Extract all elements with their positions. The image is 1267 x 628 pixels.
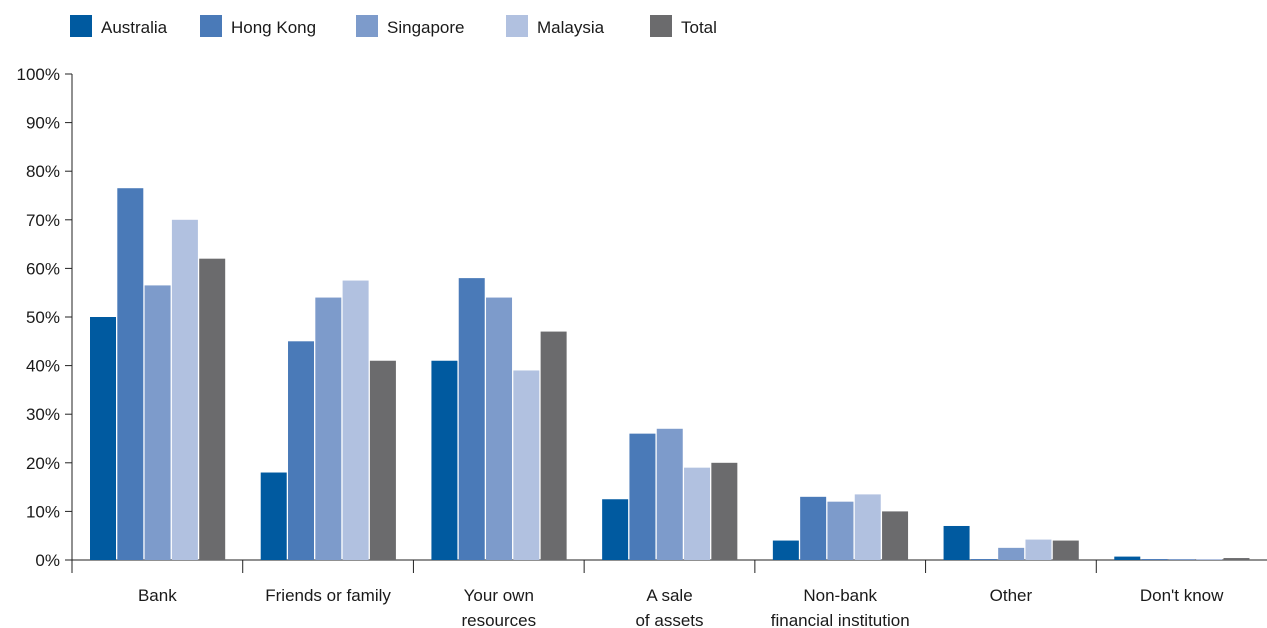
bar-australia-a-sale-of-assets: [602, 499, 629, 560]
legend-item-hong-kong: Hong Kong: [200, 15, 316, 37]
x-category-label-line: Your own: [464, 586, 534, 605]
y-tick-label: 40%: [26, 357, 60, 376]
bar-malaysia-friends-or-family: [342, 280, 369, 560]
y-tick-label: 20%: [26, 454, 60, 473]
bar-hong-kong-don-t-know: [1141, 559, 1168, 560]
bar-total-a-sale-of-assets: [711, 462, 738, 560]
y-tick-label: 90%: [26, 114, 60, 133]
bar-singapore-a-sale-of-assets: [656, 428, 683, 560]
legend-label: Singapore: [387, 18, 465, 37]
legend-label: Hong Kong: [231, 18, 316, 37]
bar-hong-kong-a-sale-of-assets: [629, 433, 656, 560]
bar-australia-friends-or-family: [260, 472, 287, 560]
bar-australia-bank: [90, 317, 116, 560]
x-category-label: Bank: [138, 586, 177, 605]
bar-hong-kong-other: [970, 559, 997, 560]
bar-total-your-own-resources: [540, 331, 567, 560]
y-tick-label: 10%: [26, 502, 60, 521]
bar-singapore-your-own-resources: [486, 297, 513, 560]
x-category-label-line: resources: [461, 611, 536, 628]
bar-malaysia-don-t-know: [1196, 559, 1223, 560]
legend-item-singapore: Singapore: [356, 15, 465, 37]
bars: [90, 188, 1250, 561]
x-category-label: A sale of assets: [635, 586, 703, 628]
bar-singapore-bank: [144, 285, 171, 560]
bar-singapore-friends-or-family: [315, 297, 342, 560]
x-category-label-line: A sale: [646, 586, 692, 605]
legend-label: Australia: [101, 18, 168, 37]
legend-swatch: [70, 15, 92, 37]
bar-malaysia-non-bank-financial-institution: [854, 494, 881, 560]
y-tick-label: 0%: [35, 551, 60, 570]
bar-total-bank: [199, 258, 226, 560]
x-category-label-line: Bank: [138, 586, 177, 605]
bar-hong-kong-non-bank-financial-institution: [800, 496, 827, 560]
y-axis: 0% 10% 20% 30% 40% 50% 60% 70% 80% 90% 100%: [17, 65, 73, 570]
x-category-label-line: Don't know: [1140, 586, 1224, 605]
bar-malaysia-a-sale-of-assets: [684, 467, 711, 560]
y-tick-label: 30%: [26, 405, 60, 424]
bar-malaysia-other: [1025, 539, 1052, 560]
y-tick-label: 80%: [26, 162, 60, 181]
bar-total-non-bank-financial-institution: [882, 511, 909, 560]
legend-item-total: Total: [650, 15, 717, 37]
bar-australia-don-t-know: [1114, 556, 1141, 560]
legend-label: Total: [681, 18, 717, 37]
x-category-label-line: of assets: [635, 611, 703, 628]
x-category-label-line: Other: [990, 586, 1033, 605]
bar-total-friends-or-family: [369, 360, 396, 560]
x-category-label-line: financial institution: [771, 611, 910, 628]
legend-item-australia: Australia: [70, 15, 168, 37]
y-tick-label: 50%: [26, 308, 60, 327]
legend: Australia Hong Kong Singapore Malaysia Total: [70, 15, 717, 37]
legend-swatch: [650, 15, 672, 37]
y-tick-label: 100%: [17, 65, 60, 84]
y-tick-label: 60%: [26, 259, 60, 278]
y-tick-label: 70%: [26, 211, 60, 230]
legend-swatch: [356, 15, 378, 37]
x-category-label: Don't know: [1140, 586, 1224, 605]
legend-swatch: [200, 15, 222, 37]
legend-label: Malaysia: [537, 18, 605, 37]
x-axis: Bank Friends or family Your own resources A …: [71, 559, 1267, 628]
bar-hong-kong-friends-or-family: [288, 341, 315, 560]
x-category-label: Friends or family: [265, 586, 391, 605]
x-category-label-line: Non-bank: [803, 586, 877, 605]
bar-total-other: [1052, 540, 1079, 560]
bar-singapore-non-bank-financial-institution: [827, 501, 854, 560]
bar-hong-kong-bank: [117, 188, 144, 560]
x-category-label: Other: [990, 586, 1033, 605]
legend-item-malaysia: Malaysia: [506, 15, 605, 37]
bar-australia-your-own-resources: [431, 360, 458, 560]
bar-australia-other: [943, 525, 970, 560]
bar-singapore-other: [998, 547, 1025, 560]
bar-singapore-don-t-know: [1168, 559, 1195, 560]
x-category-label: Non-bank financial institution: [771, 586, 910, 628]
x-category-label: Your own resources: [461, 586, 536, 628]
bar-australia-non-bank-financial-institution: [772, 540, 799, 560]
bar-hong-kong-your-own-resources: [458, 278, 485, 560]
x-category-label-line: Friends or family: [265, 586, 391, 605]
legend-swatch: [506, 15, 528, 37]
bar-total-don-t-know: [1223, 558, 1250, 560]
bar-malaysia-bank: [171, 219, 198, 561]
bar-malaysia-your-own-resources: [513, 370, 540, 560]
